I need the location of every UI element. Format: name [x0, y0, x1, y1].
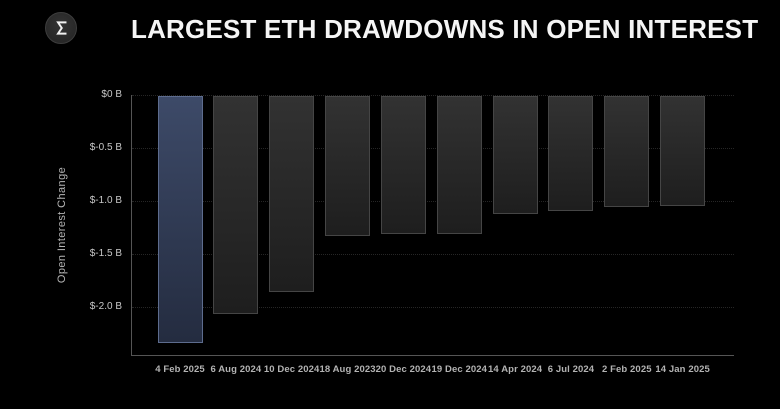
header: LARGEST ETH DRAWDOWNS IN OPEN INTEREST	[0, 0, 780, 60]
sigma-logo-icon	[45, 12, 77, 44]
gridline	[132, 95, 734, 96]
y-axis-tick-label: $-0.5 B	[89, 142, 122, 153]
gridline	[132, 201, 734, 202]
x-axis-label: 14 Jan 2025	[655, 364, 710, 375]
y-axis-tick-label: $-1.5 B	[89, 248, 122, 259]
gridline	[132, 254, 734, 255]
bar-10-dec-2024[interactable]	[269, 96, 315, 292]
bar-2-feb-2025[interactable]	[604, 96, 650, 207]
bar-18-aug-2023[interactable]	[325, 96, 371, 236]
y-axis-tick-label: $0 B	[101, 89, 122, 100]
bar-19-dec-2024[interactable]	[436, 96, 482, 234]
x-axis-label: 4 Feb 2025	[155, 364, 205, 375]
gridline	[132, 148, 734, 149]
bar-20-dec-2024[interactable]	[380, 96, 426, 234]
bar-14-apr-2024[interactable]	[492, 96, 538, 214]
gridline	[132, 307, 734, 308]
x-axis-label: 6 Aug 2024	[210, 364, 262, 375]
y-axis-line	[131, 95, 132, 355]
x-axis-label: 6 Jul 2024	[547, 364, 595, 375]
bar-6-aug-2024[interactable]	[213, 96, 259, 314]
x-axis-label: 20 Dec 2024	[375, 364, 432, 375]
y-axis-title: Open Interest Change	[56, 166, 68, 284]
x-axis-line	[131, 355, 734, 356]
chart-title: LARGEST ETH DRAWDOWNS IN OPEN INTEREST	[131, 14, 759, 44]
bar-6-jul-2024[interactable]	[548, 96, 594, 211]
x-axis-label: 2 Feb 2025	[602, 364, 652, 375]
bar-4-feb-2025[interactable]	[157, 96, 203, 343]
x-axis-label: 14 Apr 2024	[488, 364, 543, 375]
y-axis-tick-label: $-1.0 B	[89, 195, 122, 206]
bar-14-jan-2025[interactable]	[660, 96, 706, 206]
y-axis-tick-label: $-2.0 B	[89, 301, 122, 312]
x-axis-label: 18 Aug 2023	[319, 364, 376, 375]
x-axis-label: 19 Dec 2024	[431, 364, 487, 375]
x-axis-label: 10 Dec 2024	[263, 364, 320, 375]
